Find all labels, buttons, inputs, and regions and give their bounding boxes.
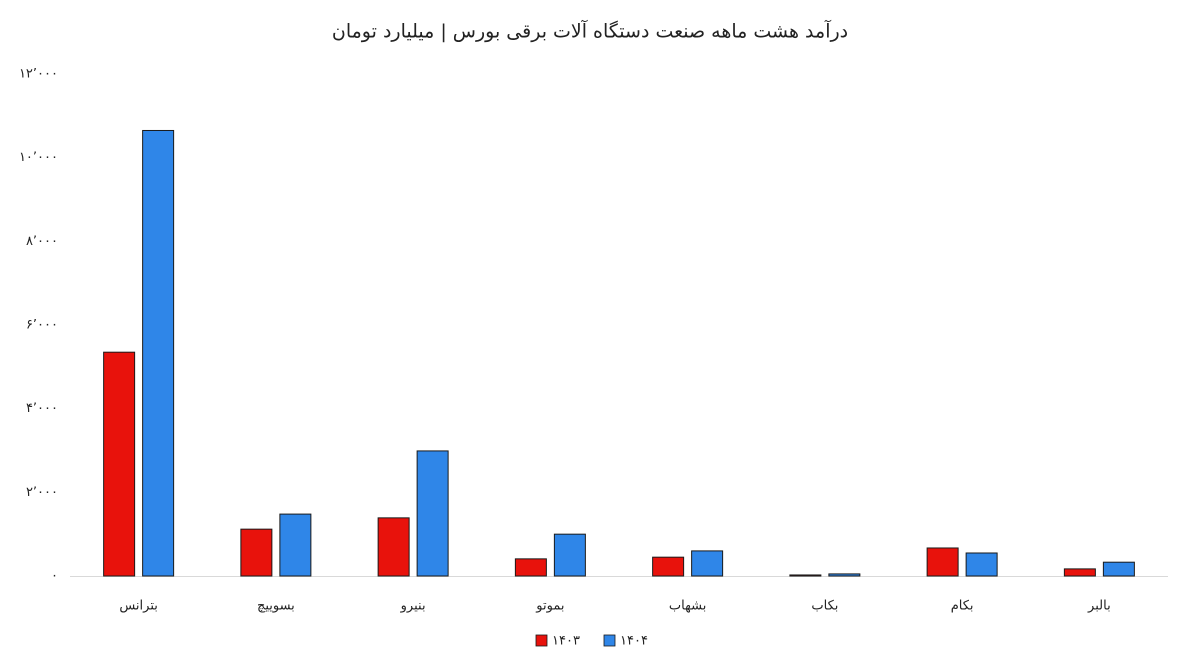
bar — [1102, 561, 1135, 577]
legend-label: ۱۴۰۴ — [620, 634, 648, 649]
bar — [240, 528, 273, 577]
x-tick-label: بترانس — [119, 599, 158, 614]
bar — [965, 552, 998, 577]
x-tick-label: بموتو — [535, 599, 564, 614]
y-tick-label: ۱۲٬۰۰۰ — [19, 67, 58, 82]
legend-swatch — [535, 634, 548, 647]
y-tick-label: ۴٬۰۰۰ — [26, 401, 58, 416]
y-tick-label: ۲٬۰۰۰ — [26, 485, 58, 500]
y-tick-label: ۱۰٬۰۰۰ — [19, 150, 58, 165]
x-tick-label: بنیرو — [400, 599, 426, 614]
bar — [1063, 568, 1096, 577]
x-tick-label: بالبر — [1087, 599, 1111, 614]
bar — [279, 513, 312, 577]
bar — [377, 517, 410, 577]
bar — [652, 556, 685, 577]
y-tick-label: ۶٬۰۰۰ — [26, 318, 58, 333]
bar — [514, 558, 547, 577]
bar — [789, 574, 822, 577]
legend-label: ۱۴۰۳ — [552, 634, 580, 649]
bar — [828, 573, 861, 577]
x-tick-label: بشهاب — [669, 599, 706, 614]
y-tick-label: ۰ — [51, 569, 58, 584]
bar — [103, 351, 136, 577]
y-tick-label: ۸٬۰۰۰ — [26, 234, 58, 249]
bar — [926, 547, 959, 577]
x-tick-label: بسوییچ — [257, 599, 295, 614]
bar — [553, 533, 586, 577]
bar — [691, 550, 724, 577]
bar — [142, 129, 175, 577]
chart-title: درآمد هشت ماهه صنعت دستگاه آلات برقی بور… — [332, 19, 848, 43]
bar — [416, 450, 449, 577]
legend-swatch — [603, 634, 616, 647]
x-tick-label: بکاب — [811, 599, 838, 614]
x-tick-label: بکام — [951, 599, 974, 614]
